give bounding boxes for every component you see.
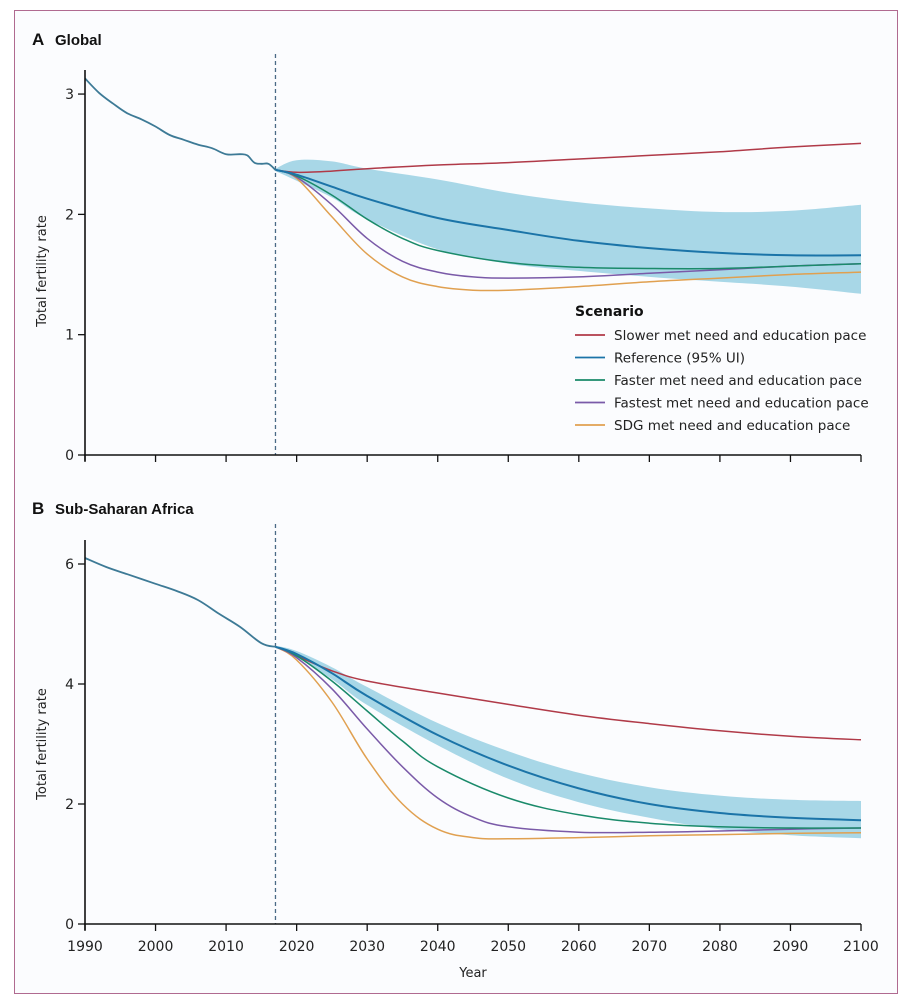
panel-title: Global xyxy=(55,32,102,49)
series-line-reference-95-ui xyxy=(275,645,862,822)
y-tick-label: 0 xyxy=(65,448,74,464)
series-line-fastest-met-need-and-education-pace xyxy=(275,169,862,279)
legend-label: Slower met need and education pace xyxy=(614,328,866,344)
x-tick-label: 2100 xyxy=(843,939,879,955)
y-axis-title: Total fertility rate xyxy=(35,688,50,801)
uncertainty-band xyxy=(275,159,861,294)
legend-label: Fastest met need and education pace xyxy=(614,396,869,412)
legend-item-faster-met-need-and-education-pace: Faster met need and education pace xyxy=(575,373,862,389)
legend-title: Scenario xyxy=(575,304,644,320)
axes-layer: 0 2 4 6 1990 2000 2010 2020 2030 2040 2050 2060 2070… xyxy=(65,540,879,955)
series-line-slower-met-need-and-education-pace xyxy=(275,142,862,174)
x-tick-label: 1990 xyxy=(67,939,103,955)
x-tick-label: 2070 xyxy=(632,939,668,955)
legend-item-fastest-met-need-and-education-pace: Fastest met need and education pace xyxy=(575,396,869,412)
x-tick-label: 2060 xyxy=(561,939,597,955)
series-line-sdg-met-need-and-education-pace xyxy=(275,646,862,840)
x-tick-label: 2080 xyxy=(702,939,738,955)
legend: Scenario Slower met need and education p… xyxy=(575,304,869,434)
y-tick-label: 3 xyxy=(65,87,74,103)
legend-label: Reference (95% UI) xyxy=(614,351,745,367)
x-axis-title: Year xyxy=(458,966,487,981)
panel-letter: A xyxy=(32,30,44,49)
y-tick-label: 2 xyxy=(65,797,74,813)
series-line-reference-95-ui xyxy=(275,168,862,257)
x-tick-label: 2050 xyxy=(490,939,526,955)
y-tick-label: 0 xyxy=(65,917,74,933)
x-tick-label: 2040 xyxy=(420,939,456,955)
panel-sub-saharan-africa: B Sub-Saharan Africa Total fertility rat… xyxy=(32,499,879,981)
axes-layer: 0 1 2 3 xyxy=(65,70,862,464)
uncertainty-band xyxy=(275,645,861,839)
series-line-fastest-met-need-and-education-pace xyxy=(275,646,862,834)
uncertainty-band-layer xyxy=(274,54,861,455)
x-tick-label: 2090 xyxy=(773,939,809,955)
series-line-faster-met-need-and-education-pace xyxy=(275,169,862,270)
y-tick-label: 6 xyxy=(65,557,74,573)
historical-line xyxy=(84,557,276,648)
panel-letter: B xyxy=(32,499,44,518)
legend-item-sdg-met-need-and-education-pace: SDG met need and education pace xyxy=(575,418,850,434)
x-tick-label: 2010 xyxy=(208,939,244,955)
y-tick-label: 2 xyxy=(65,207,74,223)
series-lines-layer xyxy=(84,557,862,840)
legend-item-reference-95-ui: Reference (95% UI) xyxy=(575,351,745,367)
legend-label: SDG met need and education pace xyxy=(614,418,850,434)
historical-line xyxy=(84,77,277,171)
panel-global: A Global Total fertility rate 0 1 2 3 Scena… xyxy=(32,30,869,464)
y-tick-label: 4 xyxy=(65,677,74,693)
y-tick-label: 1 xyxy=(65,328,74,344)
series-line-faster-met-need-and-education-pace xyxy=(275,646,862,829)
series-line-sdg-met-need-and-education-pace xyxy=(275,169,862,292)
x-tick-label: 2020 xyxy=(279,939,315,955)
panel-title: Sub-Saharan Africa xyxy=(55,501,194,518)
x-tick-label: 2000 xyxy=(138,939,174,955)
y-axis-title: Total fertility rate xyxy=(35,215,50,328)
legend-item-slower-met-need-and-education-pace: Slower met need and education pace xyxy=(575,328,866,344)
legend-label: Faster met need and education pace xyxy=(614,373,862,389)
series-lines-layer xyxy=(84,77,862,292)
series-line-slower-met-need-and-education-pace xyxy=(275,646,862,741)
x-tick-label: 2030 xyxy=(349,939,385,955)
